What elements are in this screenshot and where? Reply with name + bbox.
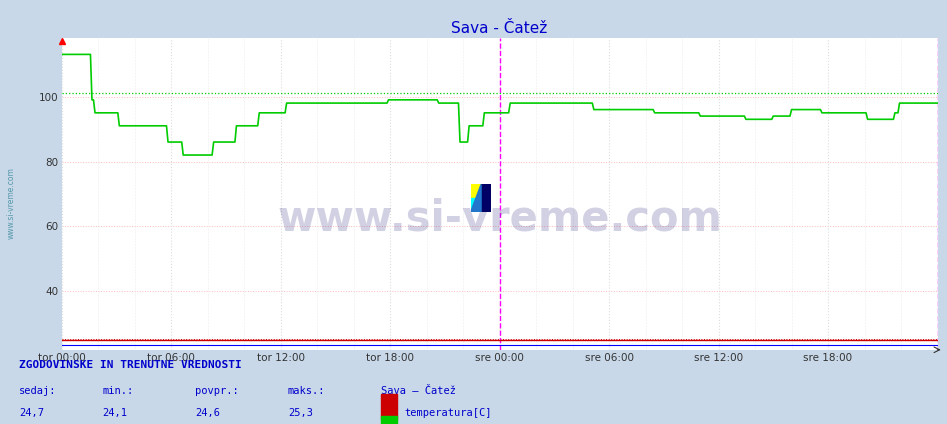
Bar (471, 198, 481, 212)
Text: povpr.:: povpr.: (195, 386, 239, 396)
Text: www.si-vreme.com: www.si-vreme.com (277, 198, 722, 240)
Polygon shape (471, 184, 481, 212)
Text: Sava – Čatež: Sava – Čatež (381, 386, 456, 396)
Text: 24,1: 24,1 (102, 407, 127, 418)
Title: Sava - Čatež: Sava - Čatež (452, 21, 547, 36)
Text: maks.:: maks.: (288, 386, 326, 396)
Text: www.si-vreme.com: www.si-vreme.com (7, 167, 16, 240)
Text: min.:: min.: (102, 386, 134, 396)
Bar (381, 416, 398, 424)
Polygon shape (481, 184, 491, 212)
Text: 25,3: 25,3 (288, 407, 313, 418)
Text: sedaj:: sedaj: (19, 386, 56, 396)
Text: 24,7: 24,7 (19, 407, 44, 418)
Text: temperatura[C]: temperatura[C] (404, 407, 491, 418)
Text: ZGODOVINSKE IN TRENUTNE VREDNOSTI: ZGODOVINSKE IN TRENUTNE VREDNOSTI (19, 360, 241, 370)
Text: 24,6: 24,6 (195, 407, 220, 418)
Bar (471, 184, 481, 198)
Bar (381, 394, 398, 419)
